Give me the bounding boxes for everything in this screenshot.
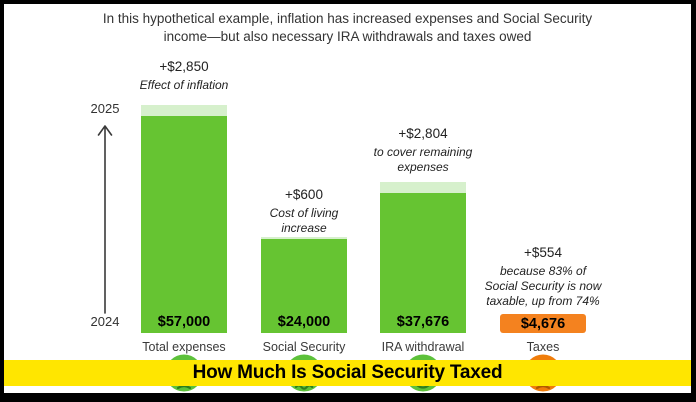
bar-ira-withdrawal: $37,676 bbox=[380, 182, 466, 333]
annotation-note: because 83% of Social Security is now ta… bbox=[484, 264, 602, 308]
year-label-bottom: 2024 bbox=[90, 314, 120, 329]
bar-value-label: $4,676 bbox=[520, 316, 566, 332]
annotation-social-security: +$600 Cost of living increase bbox=[214, 186, 394, 236]
bar-increment-segment bbox=[380, 182, 466, 193]
bar-total-expenses: $57,000 bbox=[141, 105, 227, 333]
chart-title: In this hypothetical example, inflation … bbox=[102, 11, 593, 44]
category-label-social-security: Social Security bbox=[262, 340, 346, 354]
category-label-taxes: Taxes bbox=[526, 340, 560, 354]
bar-taxes: $4,676 bbox=[500, 314, 586, 333]
banner-title: How Much Is Social Security Taxed bbox=[192, 362, 503, 383]
annotation-value: +$2,850 bbox=[159, 59, 209, 74]
bar-value-label: $24,000 bbox=[277, 314, 331, 330]
chart-canvas: In this hypothetical example, inflation … bbox=[4, 4, 691, 393]
annotation-value: +$2,804 bbox=[398, 126, 448, 141]
bar-value-label: $37,676 bbox=[396, 314, 450, 330]
annotation-note: Cost of living increase bbox=[269, 206, 339, 235]
annotation-value: +$600 bbox=[285, 187, 323, 202]
bar-increment-segment bbox=[141, 105, 227, 116]
bar-social-security: $24,000 bbox=[261, 237, 347, 333]
annotation-note: Effect of inflation bbox=[139, 78, 229, 92]
annotation-taxes: +$554 because 83% of Social Security is … bbox=[453, 244, 633, 309]
category-label-ira-withdrawal: IRA withdrawal bbox=[381, 340, 465, 354]
category-label-total-expenses: Total expenses bbox=[142, 340, 226, 354]
annotation-value: +$554 bbox=[524, 245, 562, 260]
bar-increment-segment bbox=[261, 237, 347, 239]
annotation-note: to cover remaining expenses bbox=[373, 145, 473, 174]
annotation-total-expenses: +$2,850 Effect of inflation bbox=[94, 58, 274, 93]
year-label-top: 2025 bbox=[90, 101, 120, 116]
up-arrow-icon bbox=[97, 125, 113, 314]
banner: How Much Is Social Security Taxed bbox=[4, 360, 691, 386]
bar-value-label: $57,000 bbox=[157, 314, 211, 330]
annotation-ira-withdrawal: +$2,804 to cover remaining expenses bbox=[333, 125, 513, 175]
